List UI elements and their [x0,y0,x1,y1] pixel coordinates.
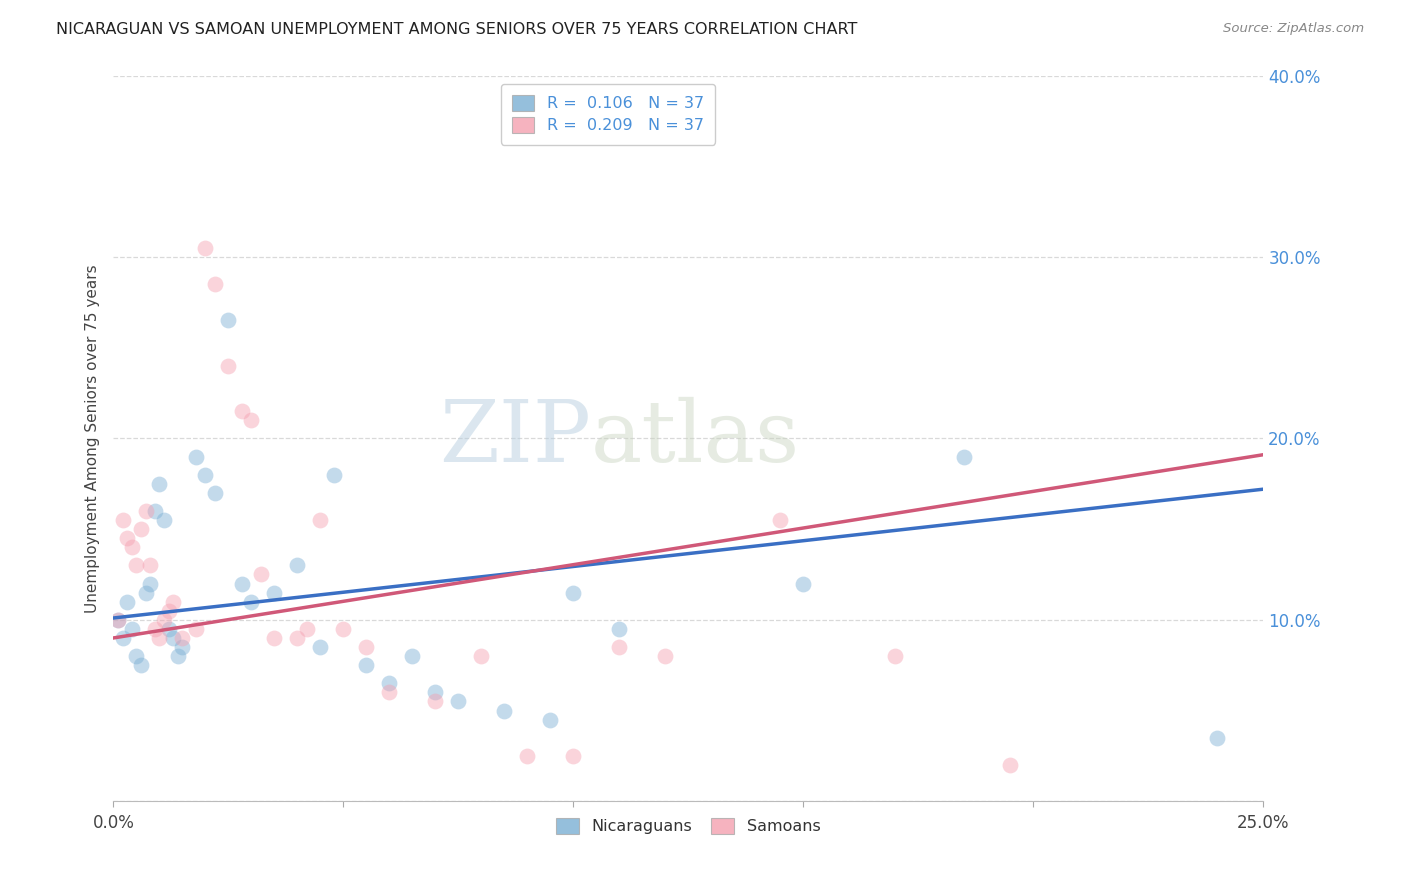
Point [194,241,217,255]
Text: atlas: atlas [591,397,800,480]
Point [609,640,631,654]
Point [562,585,585,599]
Point [172,631,194,645]
Point [204,485,226,500]
Point [425,685,447,699]
Point [162,595,184,609]
Point [153,613,176,627]
Point [309,513,332,527]
Point [111,631,134,645]
Point [378,685,401,699]
Point [609,622,631,636]
Point [231,576,253,591]
Point [157,604,180,618]
Point [240,413,263,427]
Point [117,531,139,545]
Point [240,595,263,609]
Point [135,585,157,599]
Point [287,558,309,573]
Point [356,658,378,673]
Point [295,622,318,636]
Point [378,676,401,690]
Point [218,359,240,373]
Point [121,622,143,636]
Point [287,631,309,645]
Point [1206,731,1229,745]
Point [121,540,143,554]
Point [153,513,176,527]
Point [332,622,354,636]
Text: NICARAGUAN VS SAMOAN UNEMPLOYMENT AMONG SENIORS OVER 75 YEARS CORRELATION CHART: NICARAGUAN VS SAMOAN UNEMPLOYMENT AMONG … [56,22,858,37]
Point [111,513,134,527]
Point [447,694,470,708]
Point [125,558,148,573]
Point [143,504,166,518]
Point [135,504,157,518]
Point [401,649,423,664]
Point [148,631,170,645]
Point [884,649,907,664]
Point [323,467,346,482]
Point [162,631,184,645]
Point [538,713,561,727]
Point [263,631,285,645]
Point [167,649,190,664]
Point [425,694,447,708]
Point [792,576,814,591]
Point [129,522,152,536]
Point [204,277,226,292]
Legend: Nicaraguans, Samoans: Nicaraguans, Samoans [547,808,830,844]
Point [129,658,152,673]
Point [654,649,676,664]
Point [148,476,170,491]
Text: Source: ZipAtlas.com: Source: ZipAtlas.com [1223,22,1364,36]
Point [470,649,492,664]
Point [172,640,194,654]
Point [218,313,240,327]
Point [562,748,585,763]
Point [117,595,139,609]
Point [356,640,378,654]
Point [494,704,516,718]
Point [139,558,162,573]
Point [953,450,976,464]
Point [143,622,166,636]
Point [249,567,271,582]
Point [263,585,285,599]
Point [194,467,217,482]
Point [231,404,253,418]
Point [186,622,208,636]
Text: ZIP: ZIP [439,397,591,480]
Point [107,613,129,627]
Y-axis label: Unemployment Among Seniors over 75 years: Unemployment Among Seniors over 75 years [86,264,100,613]
Point [186,450,208,464]
Point [769,513,792,527]
Point [516,748,538,763]
Point [125,649,148,664]
Point [107,613,129,627]
Point [1000,758,1022,772]
Point [139,576,162,591]
Point [157,622,180,636]
Point [309,640,332,654]
